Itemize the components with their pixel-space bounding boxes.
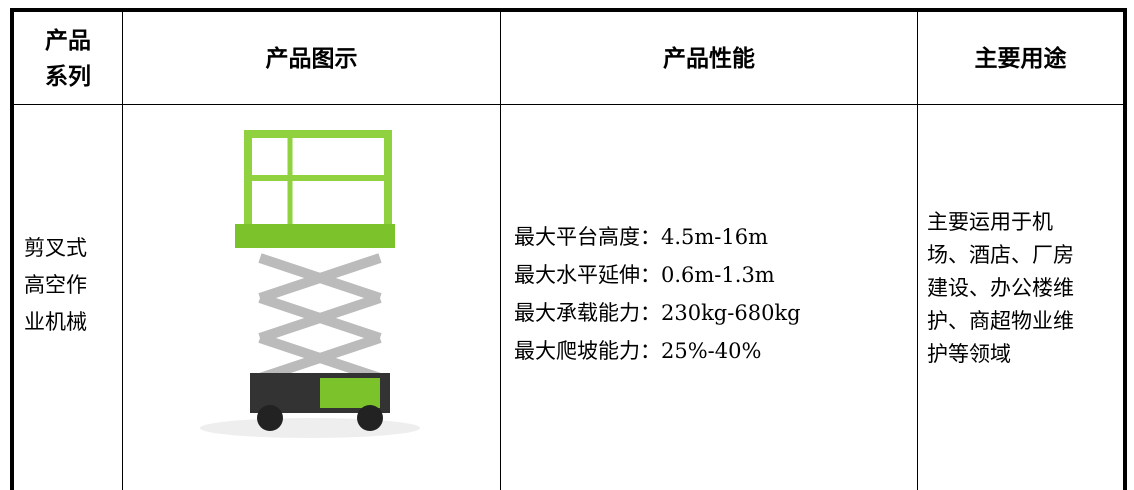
text-line: 最大水平延伸：0.6m-1.3m: [514, 263, 775, 287]
text-line: 高空作: [24, 273, 87, 297]
text-line: 护、商超物业维: [927, 309, 1074, 333]
border: [917, 10, 918, 490]
border: [122, 10, 123, 490]
text-line: 剪叉式: [24, 236, 87, 260]
text-line: 主要用途: [974, 44, 1067, 72]
usage-cell: 主要运用于机 场、酒店、厂房 建设、办公楼维 护、商超物业维 护等领域: [927, 206, 1122, 371]
border: [500, 10, 501, 490]
header-cell: 产品 系列: [14, 12, 122, 105]
series-cell: 剪叉式 高空作 业机械: [24, 230, 119, 341]
border: [10, 8, 14, 490]
performance-cell: 最大平台高度：4.5m-16m 最大水平延伸：0.6m-1.3m 最大承载能力：23…: [514, 218, 914, 370]
text-line: 产品图示: [265, 44, 358, 72]
border: [10, 8, 1127, 12]
text-line: 产品性能: [663, 44, 755, 72]
text-line: 最大承载能力：230kg-680kg: [514, 301, 801, 325]
header-cell: 产品性能: [501, 12, 917, 105]
text-line: 最大平台高度：4.5m-16m: [514, 225, 769, 249]
text-line: 主要运用于机: [927, 210, 1053, 234]
text-line: 护等领域: [927, 342, 1011, 366]
header-cell: 主要用途: [918, 12, 1123, 105]
text-line: 场、酒店、厂房: [927, 243, 1074, 267]
border: [10, 104, 1127, 105]
header-cell: 产品图示: [123, 12, 500, 105]
product-image: [200, 130, 420, 438]
text-line: 产品: [45, 26, 91, 54]
text-line: 系列: [45, 62, 91, 90]
border: [1123, 8, 1127, 490]
text-line: 建设、办公楼维: [927, 276, 1074, 300]
text-line: 最大爬坡能力：25%-40%: [514, 339, 762, 363]
text-line: 业机械: [24, 310, 87, 334]
